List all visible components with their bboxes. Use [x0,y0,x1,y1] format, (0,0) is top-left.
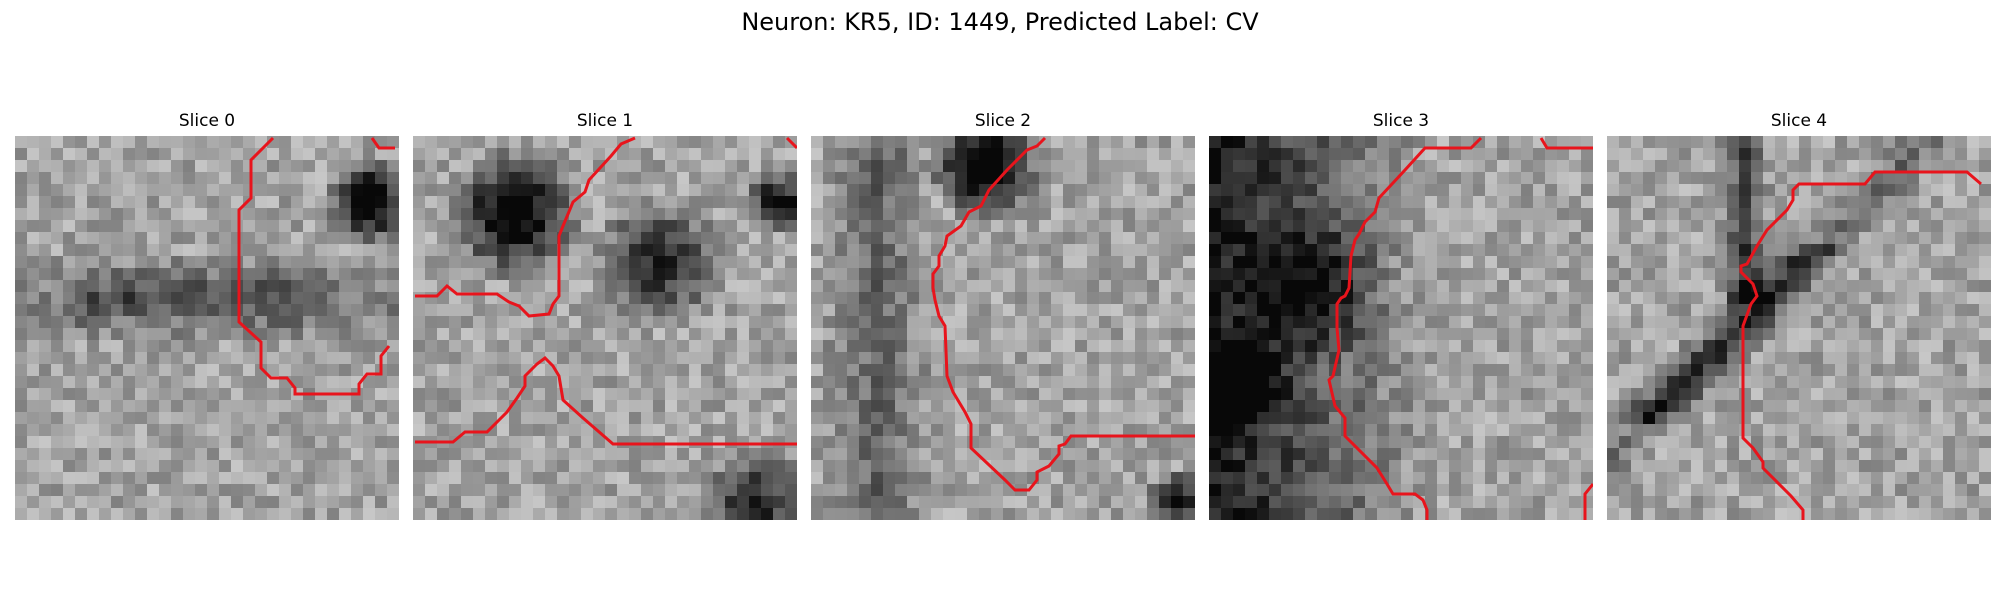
slice-panel-1: Slice 1 [413,110,797,520]
slice-panel-4: Slice 4 [1607,110,1991,520]
slice-title-2: Slice 2 [974,111,1032,131]
contour-line-3b [1539,137,1593,150]
pixel-grid-1 [413,136,797,520]
slice-title-3: Slice 3 [1372,111,1430,131]
pixel-grid-4 [1607,136,1991,520]
pixel-grid-2 [811,136,1195,520]
slice-panel-0: Slice 0 [15,110,399,520]
slice-title-1: Slice 1 [576,111,634,131]
contour-line-4 [1739,170,1982,520]
pixel-grid-0 [15,136,399,520]
contour-line-2 [931,136,1195,492]
slice-panel-3: Slice 3 [1209,110,1593,520]
contour-line-1 [415,136,636,318]
slice-image-1 [413,136,797,520]
slice-title-4: Slice 4 [1770,111,1828,131]
contour-line-3c [1583,483,1593,520]
contour-line-0b [370,137,395,150]
slice-image-3 [1209,136,1593,520]
figure-title: Neuron: KR5, ID: 1449, Predicted Label: … [741,8,1259,36]
slice-image-2 [811,136,1195,520]
contour-line-3 [1327,136,1483,520]
pixel-grid-3 [1209,136,1593,520]
slice-title-0: Slice 0 [178,111,236,131]
slice-image-4 [1607,136,1991,520]
slice-image-0 [15,136,399,520]
contour-line-1c [785,136,797,150]
contour-line-1b [415,356,797,446]
slice-panel-2: Slice 2 [811,110,1195,520]
contour-line-0 [237,136,391,396]
